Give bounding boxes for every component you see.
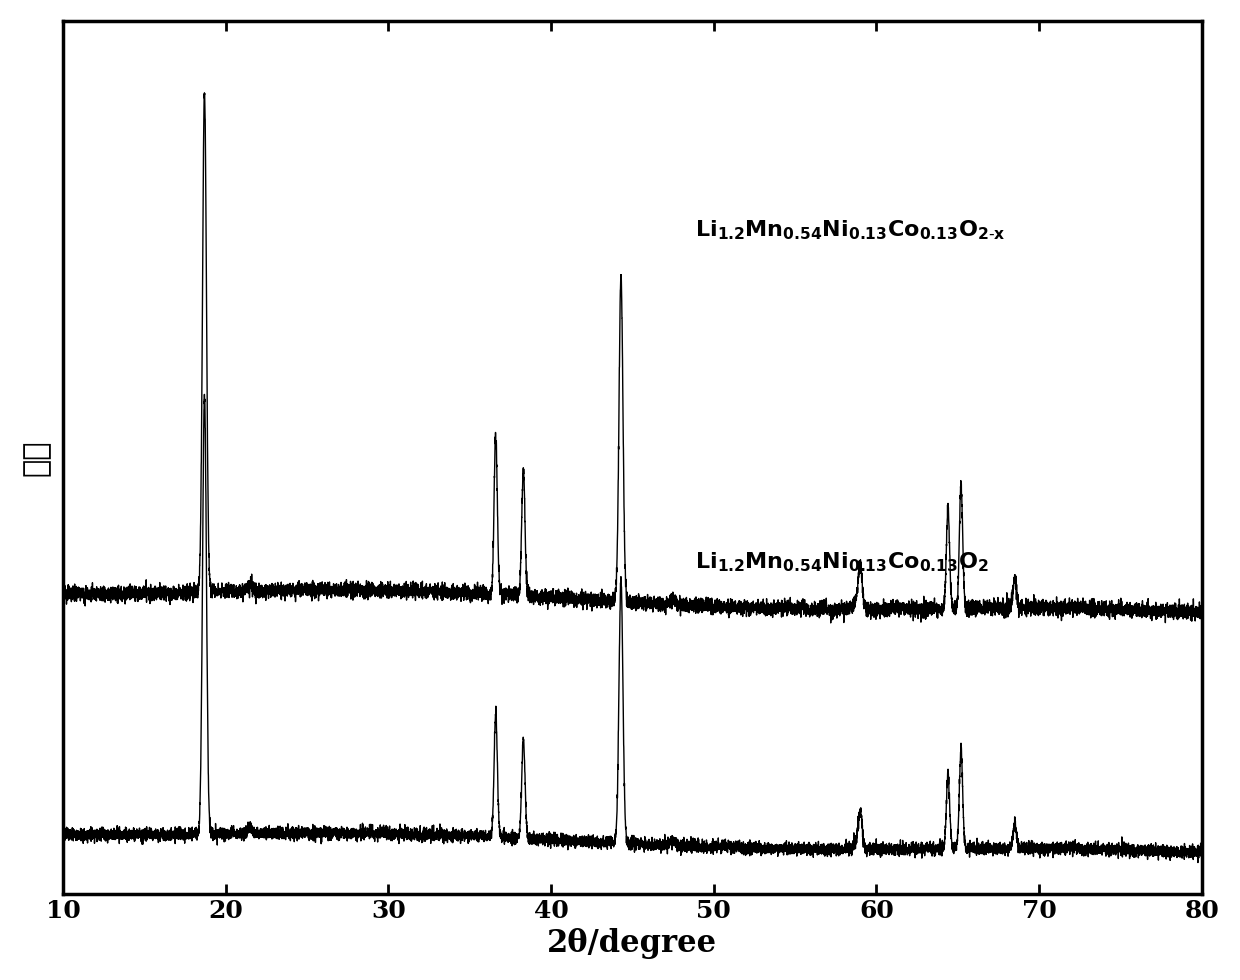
Y-axis label: 强度: 强度 [21,439,52,475]
Text: $\mathbf{Li_{1.2}Mn_{0.54}Ni_{0.13}Co_{0.13}O_{2\text{-}x}}$: $\mathbf{Li_{1.2}Mn_{0.54}Ni_{0.13}Co_{0… [694,219,1006,242]
X-axis label: 2θ/degree: 2θ/degree [547,928,718,959]
Text: $\mathbf{Li_{1.2}Mn_{0.54}Ni_{0.13}Co_{0.13}O_{2}}$: $\mathbf{Li_{1.2}Mn_{0.54}Ni_{0.13}Co_{0… [694,550,988,574]
